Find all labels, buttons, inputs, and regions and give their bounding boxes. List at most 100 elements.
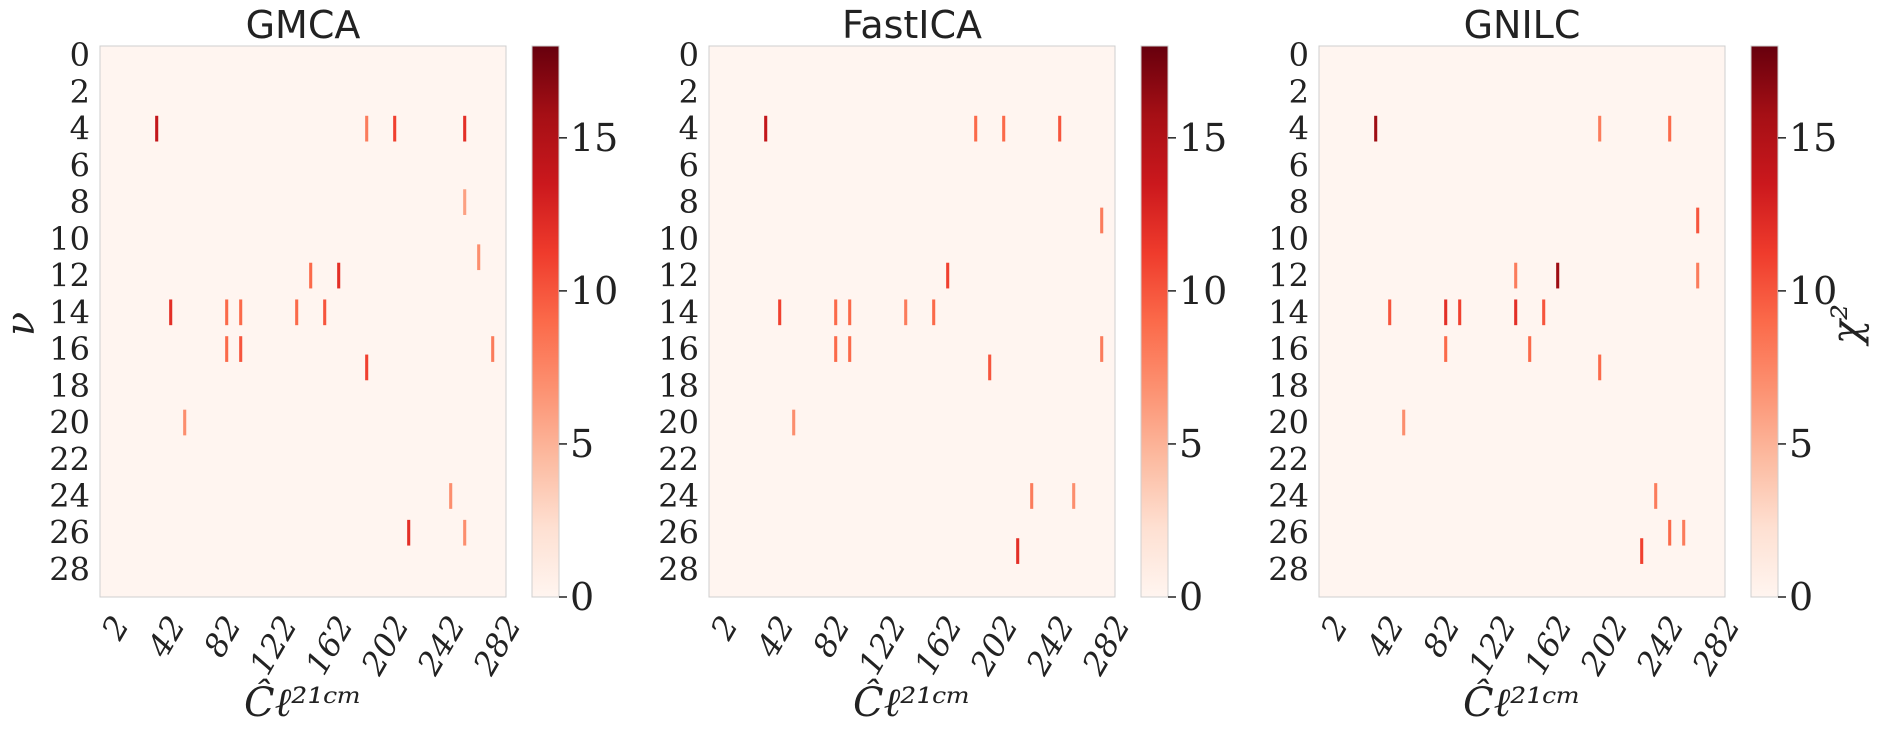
heatmap-cells (155, 115, 495, 546)
colorbar-tick-label: 0 (1789, 575, 1813, 619)
x-tick-label: 122 (1461, 609, 1524, 681)
colorbar-tick-label: 5 (1179, 422, 1203, 466)
heatmap-cell (1654, 483, 1658, 509)
heatmap-cell (792, 409, 796, 436)
y-tick-label: 16 (49, 330, 90, 368)
heatmap-cell (1640, 538, 1644, 564)
y-tick-label: 12 (49, 257, 90, 295)
heatmap-cell (183, 409, 187, 436)
y-tick-label: 16 (1268, 330, 1309, 368)
y-tick-label: 28 (1268, 550, 1309, 588)
y-tick-label: 4 (1289, 110, 1309, 148)
x-tick-label: 202 (353, 609, 417, 682)
y-tick-label: 2 (679, 73, 699, 111)
heatmap-cell (365, 354, 369, 381)
y-tick-label: 26 (1268, 514, 1309, 552)
panel-title: GNILC (1464, 3, 1581, 47)
heatmap-cell (491, 336, 495, 362)
x-tick-label: 282 (1074, 609, 1138, 682)
y-tick-label: 24 (49, 477, 90, 515)
heatmap-cell (365, 115, 369, 142)
y-tick-label: 26 (49, 514, 90, 552)
x-tick-label: 122 (851, 609, 914, 681)
heatmap-cell (1556, 262, 1560, 289)
x-tick-label: 282 (465, 609, 529, 682)
y-tick-label: 20 (1268, 404, 1309, 442)
colorbar-tick-label: 10 (1789, 269, 1837, 313)
heatmap-cell (239, 299, 243, 326)
y-tick-label: 0 (1289, 36, 1309, 74)
heatmap-cell (1598, 115, 1602, 142)
x-axis-label: Ĉℓ²¹ᶜᵐ (853, 679, 971, 726)
x-tick-label: 82 (196, 609, 249, 663)
heatmap-cell (1598, 354, 1602, 381)
x-axis-label: Ĉℓ²¹ᶜᵐ (1463, 679, 1581, 726)
x-tick-label: 42 (748, 609, 802, 664)
heatmap-cells (764, 115, 1104, 564)
y-tick-label: 6 (679, 146, 699, 184)
plot-frame (99, 45, 507, 598)
x-tick-label: 2 (1312, 609, 1356, 646)
y-tick-label: 12 (1268, 257, 1309, 295)
colorbar-tick-label: 0 (1179, 575, 1203, 619)
heatmap-cell (323, 299, 327, 326)
heatmap-cell (393, 115, 397, 142)
y-tick-label: 26 (658, 514, 699, 552)
colorbar-ticks: 0 5 10 15 (1168, 116, 1227, 619)
heatmap-cell (848, 299, 852, 326)
y-tick-label: 10 (1268, 220, 1309, 258)
heatmap-cell (463, 519, 467, 546)
heatmap-cell (1388, 299, 1392, 326)
y-tick-label: 8 (70, 183, 90, 221)
heatmap-cell (463, 115, 467, 142)
x-tick-label: 82 (805, 609, 858, 663)
x-tick-label: 242 (409, 609, 473, 682)
colorbar-tick-label: 5 (1789, 422, 1813, 466)
heatmap-cell (1458, 299, 1462, 326)
colorbar (1750, 45, 1779, 598)
y-tick-label: 2 (1289, 73, 1309, 111)
heatmap-cell (225, 336, 229, 362)
heatmap-cell (848, 336, 852, 362)
heatmap-cell (1100, 207, 1104, 234)
y-tick-label: 20 (49, 404, 90, 442)
y-tick-label: 6 (1289, 146, 1309, 184)
heatmap-cell (477, 244, 481, 271)
y-tick-label: 24 (658, 477, 699, 515)
y-tick-label: 4 (70, 110, 90, 148)
heatmap-cell (778, 299, 782, 326)
heatmap-cell (1402, 409, 1406, 436)
heatmap-background (100, 46, 506, 597)
heatmap-cell (309, 262, 313, 289)
y-tick-label: 2 (70, 73, 90, 111)
y-tick-label: 18 (658, 367, 699, 405)
panel-title: FastICA (842, 3, 982, 47)
heatmap-cell (946, 262, 950, 289)
y-tick-label: 22 (1268, 440, 1309, 478)
colorbar-tick-label: 15 (1789, 116, 1837, 160)
heatmap-background (1319, 46, 1725, 597)
x-tick-label: 242 (1628, 609, 1692, 682)
heatmap-cell (988, 354, 992, 381)
colorbar-tick-label: 10 (1179, 269, 1227, 313)
heatmap-cell (1016, 538, 1020, 564)
heatmap-cell (1444, 336, 1448, 362)
heatmap-cell (337, 262, 341, 289)
heatmap-cell (225, 299, 229, 326)
plot-frame (708, 45, 1116, 598)
colorbar-tick-label: 5 (570, 422, 594, 466)
heatmap-cell (1696, 207, 1700, 234)
colorbar-tick-label: 15 (1179, 116, 1227, 160)
y-tick-label: 28 (49, 550, 90, 588)
heatmap-cell (1374, 115, 1378, 142)
y-tick-label: 22 (49, 440, 90, 478)
x-tick-label: 42 (1358, 609, 1412, 664)
heatmap-cell (1668, 115, 1672, 142)
heatmap-cell (1696, 262, 1700, 289)
heatmap-cell (764, 115, 768, 142)
heatmap-cell (1542, 299, 1546, 326)
